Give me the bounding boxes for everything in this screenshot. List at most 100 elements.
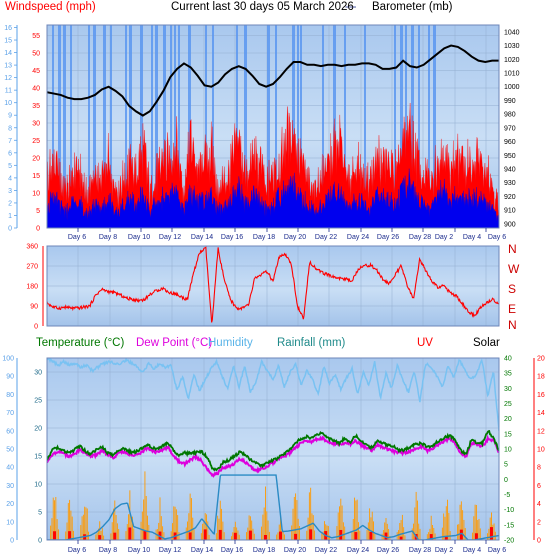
beaufort-tick-label: 16 [4, 25, 12, 32]
direction-tick-label: 270 [26, 264, 38, 271]
compass-label: S [508, 282, 516, 296]
compass-label: N [508, 242, 517, 256]
direction-panel-frame [46, 245, 500, 327]
temp-tick-label: 15 [504, 431, 512, 438]
wind-panel: 0510152025303540455055012345678910111213… [4, 24, 520, 241]
rain-tick-label: 10 [34, 482, 42, 489]
temperature-panel-axes: 0510152025300102030405060708090100-20-15… [2, 356, 545, 545]
wind-band [205, 25, 207, 228]
wind-x-label: Day 10 [128, 234, 150, 241]
temp-tick-label: 25 [504, 401, 512, 408]
wind-band [411, 25, 414, 228]
wind-band [344, 25, 346, 228]
wind-tick-label: 40 [32, 86, 40, 93]
wind-x-label: Day 24 [347, 234, 369, 241]
uv-bar [309, 529, 313, 540]
wind-x-label: Day 18 [253, 234, 275, 241]
wind-tick-label: 20 [32, 156, 40, 163]
wind-band [364, 25, 366, 228]
uv-tick-label: 4 [537, 501, 541, 508]
uv-bar [98, 535, 102, 540]
wind-band [155, 25, 158, 228]
wind-panel-frame [46, 24, 500, 229]
wind-x-label: Day 6 [488, 234, 506, 241]
wind-band [394, 25, 396, 228]
wind-band [140, 25, 143, 228]
wind-band [244, 25, 247, 228]
temp-x-label: Day 6 [488, 547, 506, 554]
uv-bar [489, 527, 493, 540]
legend-temperature: Temperature (°C) [36, 337, 124, 349]
temperature-panel-series [47, 358, 499, 540]
temp-tick-label: 20 [504, 416, 512, 423]
wind-band [151, 25, 153, 228]
temp-tick-label: 10 [504, 447, 512, 454]
humidity-tick-label: 10 [6, 519, 14, 526]
beaufort-tick-label: 14 [4, 50, 12, 57]
compass-label: N [508, 318, 517, 332]
barometer-tick-label: 950 [504, 153, 516, 160]
temperature-panel-frame [46, 357, 500, 541]
direction-tick-label: 90 [30, 304, 38, 311]
rain-tick-label: 15 [34, 454, 42, 461]
barometer-tick-label: 970 [504, 125, 516, 132]
temp-x-label: Day 28 [409, 547, 431, 554]
uv-tick-label: 2 [537, 519, 541, 526]
wind-x-label: Day 26 [377, 234, 399, 241]
uv-bar [188, 532, 192, 540]
legend-dew-point: Dew Point (°C) [136, 337, 212, 349]
legend-solar: Solar [473, 337, 500, 349]
wind-band [236, 25, 238, 228]
wind-tick-label: 15 [32, 173, 40, 180]
temp-tick-label: 5 [504, 462, 508, 469]
beaufort-tick-label: 0 [8, 226, 12, 233]
uv-bar [459, 529, 463, 540]
wind-band [52, 25, 54, 228]
barometer-label: Barometer (mb) [372, 1, 453, 13]
temp-x-label: Day 20 [284, 547, 306, 554]
title-separator: --- [345, 1, 357, 13]
barometer-tick-label: 1020 [504, 57, 520, 64]
temp-x-label: Day 12 [159, 547, 181, 554]
wind-band [188, 25, 191, 228]
wind-panel-x-labels: Day 6 Day 8 Day 10 Day 12 Day 14 Day 16 Day 18… [68, 228, 506, 241]
barometer-tick-label: 1030 [504, 43, 520, 50]
wind-panel-axes: 0510152025303540455055012345678910111213… [4, 25, 520, 233]
wind-x-label: Day 8 [99, 234, 117, 241]
direction-panel-series [47, 246, 499, 323]
temp-tick-label: 40 [504, 356, 512, 363]
uv-bar [128, 527, 132, 540]
uv-bar [474, 533, 478, 540]
barometer-tick-label: 910 [504, 208, 516, 215]
uv-bar [113, 532, 117, 540]
barometer-series [47, 44, 499, 117]
rainfall-series [47, 474, 499, 540]
wind-band [88, 25, 90, 228]
temp-tick-label: -10 [504, 507, 514, 514]
uv-tick-label: 14 [537, 410, 545, 417]
direction-tick-label: 360 [26, 244, 38, 251]
temp-tick-label: 0 [504, 477, 508, 484]
windspeed-label: Windspeed (mph) [5, 1, 96, 13]
humidity-tick-label: 100 [2, 356, 14, 363]
chart-title: Current last 30 days 05 March 2026 [171, 1, 354, 13]
wind-band [103, 25, 106, 228]
dewpoint-series [47, 434, 499, 478]
rain-tick-label: 5 [38, 510, 42, 517]
uv-tick-label: 0 [537, 538, 541, 545]
uv-bar [203, 529, 207, 540]
uv-bar [444, 536, 448, 540]
humidity-tick-label: 30 [6, 483, 14, 490]
beaufort-tick-label: 7 [8, 138, 12, 145]
beaufort-tick-label: 8 [8, 125, 12, 132]
direction-tick-label: 0 [34, 324, 38, 331]
uv-bar [399, 536, 403, 540]
barometer-tick-label: 960 [504, 139, 516, 146]
uv-tick-label: 8 [537, 465, 541, 472]
wind-x-label: Day 20 [284, 234, 306, 241]
uv-tick-label: 10 [537, 447, 545, 454]
barometer-tick-label: 980 [504, 112, 516, 119]
wind-tick-label: 45 [32, 68, 40, 75]
wind-band [129, 25, 132, 228]
